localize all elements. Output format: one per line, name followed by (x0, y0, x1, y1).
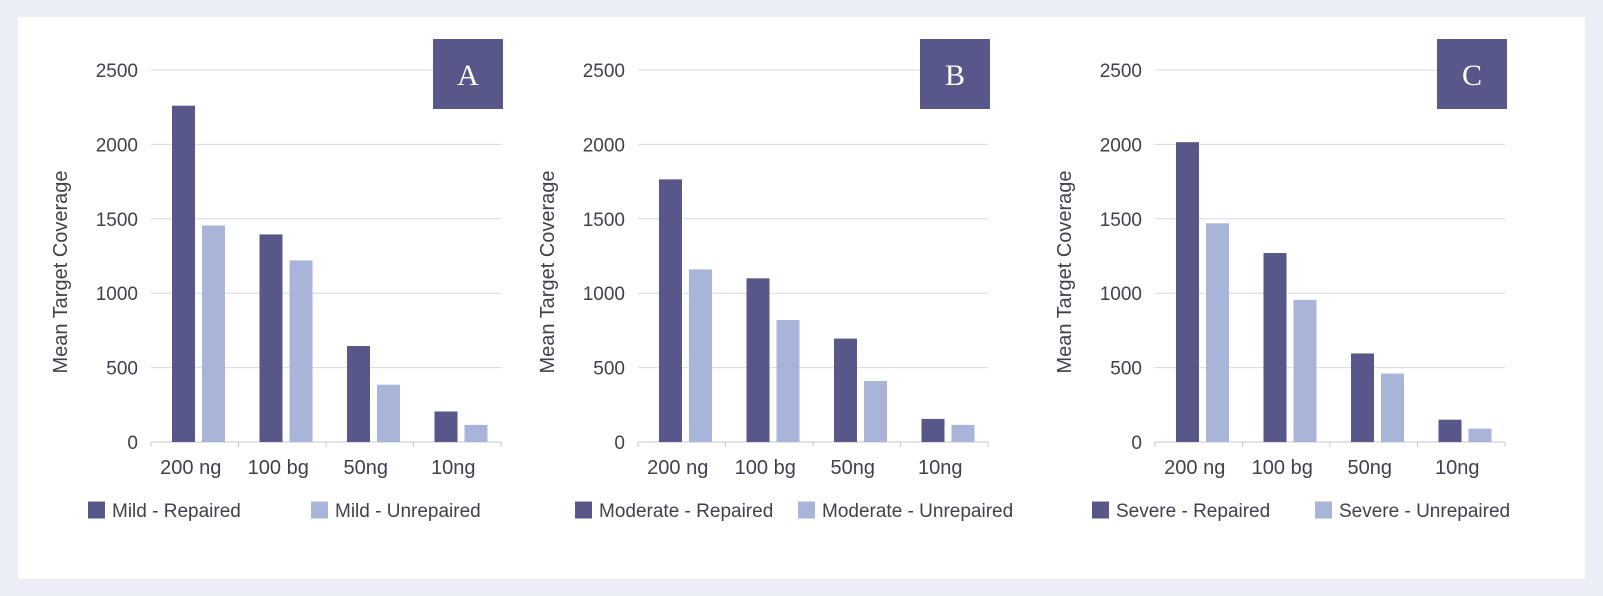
bar-unrepaired (1381, 373, 1404, 442)
bar-repaired (259, 234, 283, 442)
legend-swatch (311, 501, 328, 519)
bar-unrepaired (377, 384, 400, 442)
y-tick-label: 2000 (583, 135, 625, 156)
y-tick-label: 1000 (96, 284, 138, 305)
bar-repaired (1438, 419, 1462, 442)
bar-repaired (172, 105, 195, 442)
panel-label: A (457, 59, 479, 92)
x-category-label: 50ng (1348, 457, 1393, 479)
legend-swatch (88, 501, 105, 519)
y-tick-label: 0 (614, 433, 625, 454)
bar-unrepaired (464, 424, 488, 442)
bar-unrepaired (776, 319, 800, 442)
chart-b-svg: 0 500 1000 1500 2000 2500 200 ng 100 bg 50ng 10ng… (537, 39, 1013, 522)
y-tick-label: 1500 (583, 210, 625, 231)
bar-repaired (1176, 142, 1199, 442)
panel-label: C (1462, 59, 1482, 92)
bar-unrepaired (289, 260, 313, 442)
x-category-label: 10ng (918, 457, 963, 479)
legend-swatch (798, 501, 815, 519)
chart-panel-a: 0 500 1000 1500 2000 2500 200 ng 100 bg 50ng 10ng… (18, 17, 540, 579)
bar-unrepaired (951, 424, 975, 442)
y-tick-label: 0 (1131, 433, 1142, 454)
y-axis-title: Mean Target Coverage (50, 170, 72, 373)
legend-label: Mild - Repaired (112, 501, 241, 522)
x-category-label: 10ng (1435, 457, 1480, 479)
chart-panel-b: 0 500 1000 1500 2000 2500 200 ng 100 bg 50ng 10ng… (505, 17, 1027, 579)
bar-unrepaired (202, 225, 225, 442)
bar-repaired (659, 179, 682, 443)
legend-swatch (575, 501, 592, 519)
legend-label: Mild - Unrepaired (335, 501, 481, 522)
y-tick-label: 1500 (1100, 210, 1142, 231)
y-tick-label: 0 (127, 433, 138, 454)
bar-repaired (921, 418, 945, 442)
chart-c-svg: 0 500 1000 1500 2000 2500 200 ng 100 bg 50ng 10ng… (1054, 39, 1510, 522)
bar-unrepaired (1293, 299, 1317, 442)
y-tick-label: 1000 (583, 284, 625, 305)
y-axis-title: Mean Target Coverage (537, 170, 559, 373)
x-category-label: 100 bg (735, 457, 796, 479)
y-tick-label: 500 (593, 359, 625, 380)
bar-repaired (434, 411, 458, 442)
x-category-label: 10ng (431, 457, 476, 479)
bar-repaired (834, 338, 857, 442)
legend-swatch (1315, 501, 1332, 519)
y-tick-label: 1500 (96, 210, 138, 231)
x-category-label: 200 ng (1164, 457, 1225, 479)
bar-unrepaired (1468, 428, 1492, 442)
y-tick-label: 1000 (1100, 284, 1142, 305)
bar-repaired (746, 278, 770, 442)
y-tick-label: 2500 (583, 61, 625, 82)
y-tick-label: 2000 (96, 135, 138, 156)
bar-repaired (347, 346, 370, 442)
bar-repaired (1351, 353, 1374, 442)
x-category-label: 100 bg (248, 457, 309, 479)
y-tick-label: 2000 (1100, 135, 1142, 156)
chart-a-svg: 0 500 1000 1500 2000 2500 200 ng 100 bg 50ng 10ng… (50, 39, 503, 522)
chart-panel-c: 0 500 1000 1500 2000 2500 200 ng 100 bg 50ng 10ng… (1022, 17, 1544, 579)
panel-badge (433, 39, 503, 109)
legend-label: Moderate - Repaired (599, 501, 773, 522)
y-tick-label: 2500 (1100, 61, 1142, 82)
bar-unrepaired (864, 380, 887, 442)
x-category-label: 50ng (831, 457, 876, 479)
y-axis-title: Mean Target Coverage (1054, 170, 1076, 373)
legend-swatch (1092, 501, 1109, 519)
y-tick-label: 500 (1110, 359, 1142, 380)
x-category-label: 50ng (344, 457, 389, 479)
x-category-label: 200 ng (160, 457, 221, 479)
y-tick-label: 2500 (96, 61, 138, 82)
bar-unrepaired (1206, 223, 1229, 442)
x-category-label: 100 bg (1252, 457, 1313, 479)
legend-label: Severe - Unrepaired (1339, 501, 1510, 522)
panel-badge (1437, 39, 1507, 109)
legend-label: Severe - Repaired (1116, 501, 1270, 522)
panel-badge (920, 39, 990, 109)
panel-label: B (945, 59, 965, 92)
chart-figure: 0 500 1000 1500 2000 2500 200 ng 100 bg 50ng 10ng… (18, 17, 1585, 579)
y-tick-label: 500 (106, 359, 138, 380)
bar-repaired (1263, 253, 1287, 442)
x-category-label: 200 ng (647, 457, 708, 479)
legend-label: Moderate - Unrepaired (822, 501, 1013, 522)
bar-unrepaired (689, 269, 712, 442)
